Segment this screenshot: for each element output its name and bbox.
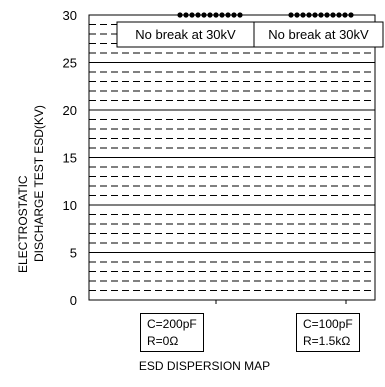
y-tick-label: 5: [70, 246, 77, 261]
x-category-label: C=100pF R=1.5kΩ: [296, 313, 360, 352]
x-tick-marks: [215, 300, 347, 304]
annotation-box: No break at 30kV: [253, 21, 384, 48]
data-point: [231, 12, 237, 18]
data-point: [207, 12, 213, 18]
y-axis-label-line-1: ELECTROSTATIC: [16, 175, 30, 273]
category-label-line: C=200pF: [147, 317, 197, 331]
y-tick-label: 30: [63, 8, 77, 23]
x-axis-label: ESD DISPERSION MAP: [138, 359, 271, 373]
category-label-line: R=0Ω: [147, 334, 179, 348]
annotation-text: No break at 30kV: [135, 27, 236, 42]
data-point: [195, 12, 201, 18]
grid-lines: [89, 14, 375, 301]
data-point: [225, 12, 231, 18]
y-tick-label: 10: [63, 198, 77, 213]
y-tick-label: 0: [70, 293, 77, 308]
data-point: [219, 12, 225, 18]
data-point: [201, 12, 207, 18]
data-point: [189, 12, 195, 18]
data-points: [177, 12, 354, 18]
data-point: [312, 12, 318, 18]
y-axis-label-line-2: DISCHARGE TEST ESD(KV): [32, 105, 46, 262]
data-point: [306, 12, 312, 18]
data-point: [336, 12, 342, 18]
annotation-box: No break at 30kV: [116, 21, 255, 48]
category-label-line: R=1.5kΩ: [303, 334, 351, 348]
y-tick-labels: 0 5 10 15 20 25 30: [63, 8, 77, 308]
annotation-frame: [253, 21, 384, 48]
x-category-label: C=200pF R=0Ω: [140, 313, 204, 352]
data-point: [342, 12, 348, 18]
y-tick-label: 20: [63, 103, 77, 118]
y-tick-label: 15: [63, 151, 77, 166]
data-point: [288, 12, 294, 18]
data-point: [183, 12, 189, 18]
data-point: [177, 12, 183, 18]
y-tick-label: 25: [63, 56, 77, 71]
data-point: [294, 12, 300, 18]
category-label-line: C=100pF: [303, 317, 353, 331]
data-point: [348, 12, 354, 18]
data-point: [318, 12, 324, 18]
data-point: [324, 12, 330, 18]
annotation-text: No break at 30kV: [268, 27, 369, 42]
data-point: [237, 12, 243, 18]
data-point: [330, 12, 336, 18]
data-point: [213, 12, 219, 18]
data-point: [300, 12, 306, 18]
annotations: No break at 30kV No break at 30kV: [116, 21, 384, 48]
